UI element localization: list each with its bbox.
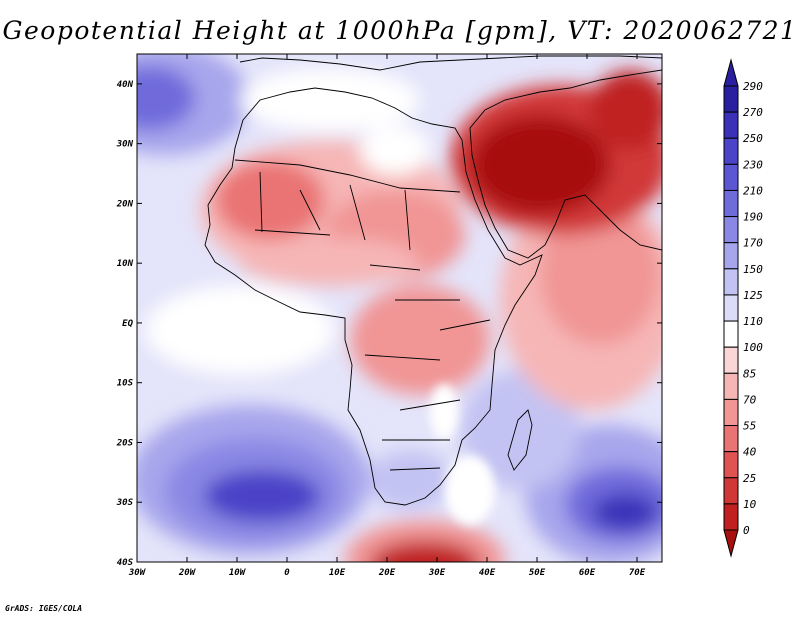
- longitude-axis: 30W 20W 10W 0 10E 20E 30E 40E 50E 60E 70E: [128, 54, 646, 578]
- lon-label: 20E: [378, 568, 396, 578]
- lon-label: 30W: [128, 568, 147, 578]
- colorbar-label: 10: [743, 498, 757, 511]
- height-field: [137, 54, 662, 562]
- colorbar-label: 250: [743, 132, 763, 145]
- colorbar-bin: [723, 268, 739, 296]
- colorbar-label: 100: [743, 341, 763, 354]
- lon-label: 0: [284, 568, 290, 578]
- colorbar-bin: [723, 85, 739, 113]
- colorbar-label: 55: [743, 420, 756, 433]
- map-frame: [136, 53, 663, 563]
- colorbar-label: 210: [743, 184, 763, 197]
- coastlines: [204, 55, 662, 506]
- colorbar-bin: [723, 425, 739, 453]
- map-title: Geopotential Height at 1000hPa [gpm], VT…: [2, 16, 798, 45]
- lat-label: 30S: [116, 498, 134, 508]
- lon-label: 60E: [579, 568, 596, 578]
- lat-label: EQ: [122, 319, 133, 329]
- colorbar-label: 125: [743, 289, 763, 302]
- colorbar-label: 40: [743, 446, 757, 459]
- colorbar-label: 290: [743, 80, 763, 93]
- colorbar-label: 25: [743, 472, 756, 485]
- lon-label: 10E: [329, 568, 346, 578]
- colorbar-label: 110: [743, 315, 763, 328]
- colorbar-bottom-arrow: [723, 529, 739, 558]
- colorbar-bin: [723, 398, 739, 427]
- lat-label: 20S: [116, 438, 134, 448]
- middle-east-coastline: [469, 69, 662, 259]
- lat-label: 30N: [116, 140, 134, 150]
- lon-label: 50E: [529, 568, 546, 578]
- country-borders: [234, 159, 491, 471]
- colorbar-bin: [723, 294, 739, 322]
- colorbar-bin: [723, 503, 739, 531]
- lat-label: 40N: [117, 80, 134, 90]
- colorbar-bin: [723, 163, 739, 191]
- colorbar-label: 150: [743, 263, 763, 276]
- lon-label: 30E: [428, 568, 446, 578]
- colorbar-label: 70: [743, 393, 757, 406]
- colorbar-bin: [723, 346, 739, 374]
- lon-label: 20W: [178, 568, 197, 578]
- colorbar-top-arrow: [723, 58, 739, 87]
- lon-label: 10W: [229, 568, 247, 578]
- colorbar-bin: [723, 111, 739, 139]
- colorbar-label: 230: [743, 158, 763, 171]
- colorbar-bin: [723, 477, 739, 505]
- latitude-axis: 40N 30N 20N 10N EQ 10S 20S 30S 40S: [116, 80, 662, 568]
- colorbar-bin: [723, 216, 739, 244]
- lat-label: 10N: [117, 259, 134, 269]
- grads-credit: GrADS: IGES/COLA: [5, 604, 83, 613]
- africa-coastline: [204, 87, 543, 506]
- lat-label: 10S: [117, 379, 134, 389]
- colorbar-label: 270: [743, 106, 763, 119]
- colorbar-label: 190: [743, 211, 763, 224]
- colorbar-bin: [723, 137, 739, 165]
- colorbar-label: 0: [743, 524, 750, 537]
- colorbar-bin: [723, 189, 739, 218]
- colorbar-bin: [723, 451, 739, 479]
- lat-label: 20N: [116, 199, 134, 209]
- colorbar-bin: [723, 320, 739, 348]
- lat-label: 40S: [117, 558, 134, 568]
- lon-label: 70E: [629, 568, 646, 578]
- madagascar-coastline: [507, 409, 533, 471]
- colorbar-bin: [723, 242, 739, 270]
- colorbar-bin: [723, 372, 739, 400]
- colorbar-label: 85: [743, 367, 756, 380]
- colorbar-label: 170: [743, 237, 763, 250]
- colorbar: 2902702502302101901701501251101008570554…: [723, 58, 763, 558]
- lon-label: 40E: [479, 568, 496, 578]
